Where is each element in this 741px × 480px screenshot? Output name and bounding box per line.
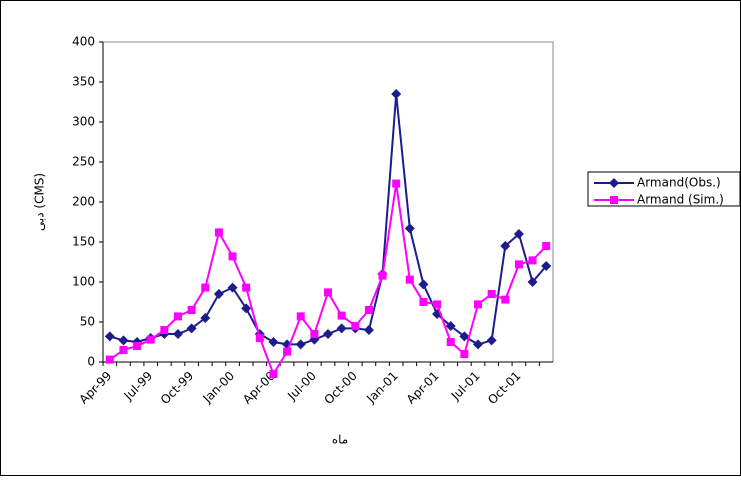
data-point <box>500 241 511 251</box>
data-point <box>324 288 332 297</box>
data-point <box>446 338 455 346</box>
data-point <box>242 283 251 292</box>
data-point <box>133 342 142 350</box>
data-point <box>378 271 387 280</box>
y-tick-label: 300 <box>72 115 95 129</box>
data-point <box>104 331 115 342</box>
data-point <box>418 279 429 290</box>
data-point <box>296 312 305 321</box>
data-point <box>528 256 537 265</box>
data-point <box>433 300 442 309</box>
data-point <box>527 277 538 287</box>
data-point <box>542 242 551 250</box>
x-axis-label: ماه <box>332 433 348 447</box>
data-point <box>391 89 402 99</box>
legend-label: Armand(Obs.) <box>637 176 721 190</box>
data-point <box>336 323 347 334</box>
data-point <box>501 295 510 304</box>
y-tick-label: 400 <box>72 35 95 49</box>
legend-label: Armand (Sim.) <box>637 193 724 207</box>
data-point <box>269 370 278 378</box>
data-point <box>174 312 182 321</box>
data-point <box>392 179 401 188</box>
data-point <box>268 337 279 347</box>
data-point <box>609 178 619 188</box>
data-point <box>460 350 469 358</box>
y-tick-label: 0 <box>87 355 95 369</box>
y-tick-label: 200 <box>72 195 95 209</box>
data-point <box>474 300 482 309</box>
data-point <box>227 282 238 293</box>
data-point <box>187 306 196 314</box>
data-point <box>283 347 292 356</box>
data-point <box>310 330 319 338</box>
data-point <box>541 261 552 271</box>
data-point <box>363 325 374 335</box>
data-point <box>118 335 129 346</box>
data-point <box>513 229 524 239</box>
data-point <box>364 306 373 314</box>
data-point <box>200 313 211 323</box>
data-point <box>146 335 155 344</box>
data-point <box>404 223 415 234</box>
data-point <box>119 346 128 354</box>
data-point <box>213 289 224 299</box>
data-point <box>295 339 306 350</box>
data-point <box>459 331 470 342</box>
y-tick-label: 100 <box>72 275 95 289</box>
data-point <box>419 298 428 306</box>
data-point <box>201 283 210 292</box>
y-tick-label: 350 <box>72 75 95 89</box>
y-tick-label: 150 <box>72 235 95 249</box>
data-point <box>173 329 183 339</box>
data-point <box>473 339 483 350</box>
y-tick-label: 50 <box>80 315 95 329</box>
data-point <box>405 275 414 284</box>
data-point <box>337 311 346 320</box>
data-point <box>514 260 523 269</box>
y-tick-label: 250 <box>72 155 95 169</box>
data-point <box>241 303 252 314</box>
data-point <box>351 322 360 330</box>
data-point <box>228 252 237 261</box>
data-point <box>160 326 169 334</box>
data-point <box>610 196 618 204</box>
data-point <box>214 228 223 237</box>
data-point <box>445 321 456 331</box>
data-point <box>323 329 333 339</box>
y-axis-label: دبی (CMS) <box>33 173 47 231</box>
data-point <box>487 290 496 298</box>
data-point <box>255 334 264 342</box>
data-point <box>486 335 497 346</box>
data-point <box>186 323 197 334</box>
data-point <box>105 355 114 364</box>
